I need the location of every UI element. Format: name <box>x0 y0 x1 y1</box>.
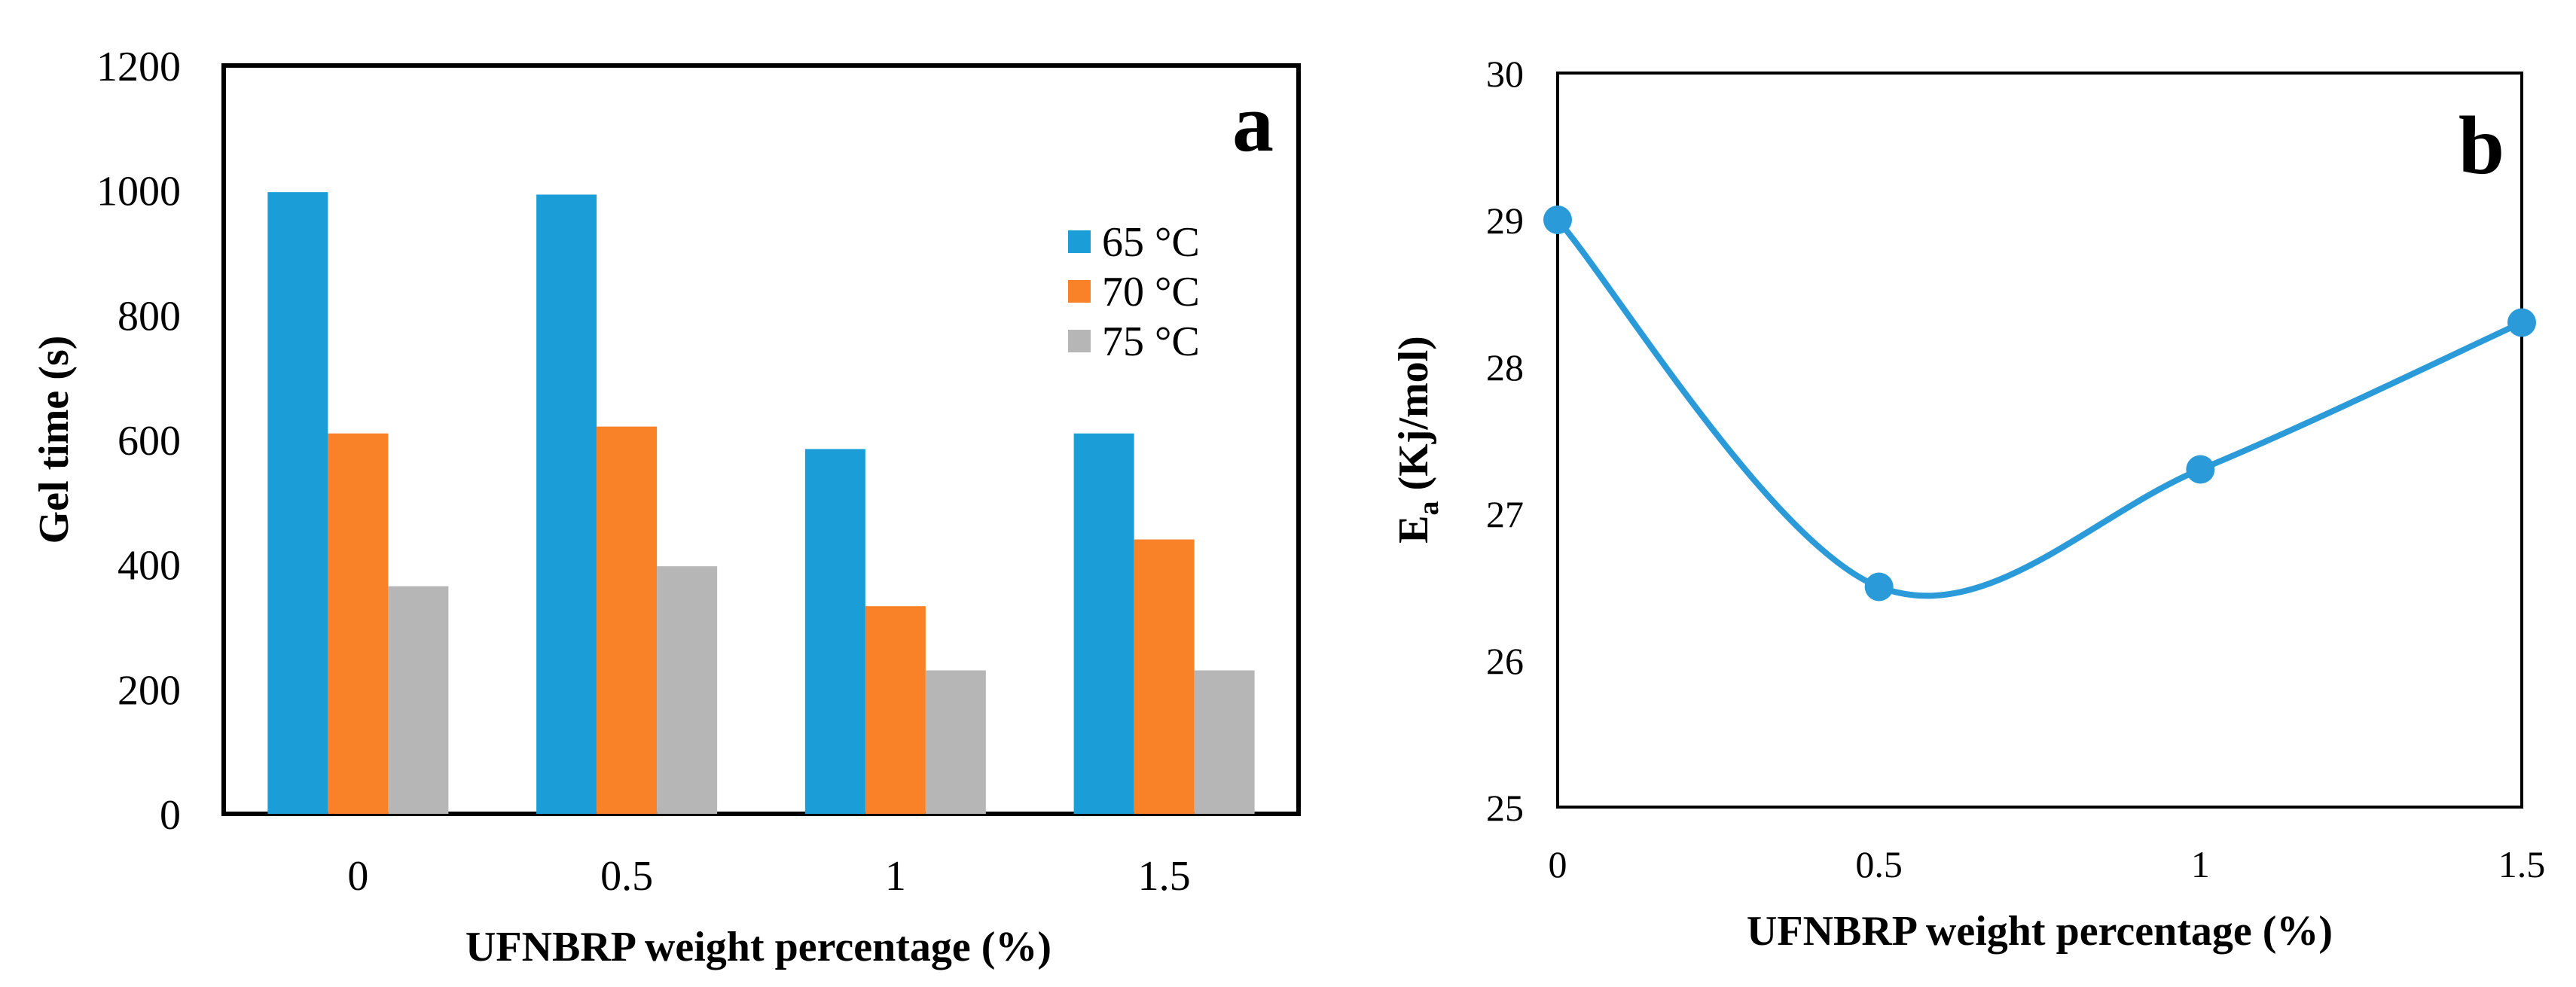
panel-a-bar <box>804 449 865 814</box>
panel-a-bars <box>267 192 1255 815</box>
panel-a-bar <box>1134 539 1195 814</box>
panel-a-y-tick-label: 1200 <box>96 44 181 90</box>
panel-b-series-line <box>1555 217 2525 599</box>
panel-a-gel-time-bar-chart: 0 200 400 600 800 1000 1200 0 0.5 1 1.5 65 °C70 °… <box>31 44 1301 970</box>
panel-a-x-tick-label: 0 <box>347 853 368 900</box>
panel-b-data-point <box>1543 206 1572 234</box>
panel-a-bar <box>267 192 328 814</box>
panel-b-data-point <box>1864 572 1894 602</box>
panel-b-y-tick-labels: 25 26 27 28 29 30 <box>1486 53 1524 829</box>
panel-b-label: b <box>2458 99 2504 191</box>
panel-a-plot-frame <box>221 63 1301 816</box>
panel-b-y-axis-title-unit: (Kj/mol) <box>1390 336 1437 501</box>
panel-b-x-tick-label: 0 <box>1549 843 1567 885</box>
panel-a-y-tick-label: 200 <box>118 667 181 714</box>
panel-a-bar <box>1073 433 1134 814</box>
panel-a-y-tick-label: 400 <box>118 543 181 589</box>
panel-a-y-tick-label: 800 <box>118 293 181 340</box>
panel-a-y-tick-label: 600 <box>118 418 181 465</box>
panel-b-x-axis-title: UFNBRP weight percentage (%) <box>1747 908 2333 955</box>
panel-a-y-tick-labels: 0 200 400 600 800 1000 1200 <box>96 44 181 839</box>
panel-a-x-tick-label: 0.5 <box>600 853 653 900</box>
panel-a-x-tick-label: 1.5 <box>1138 853 1191 900</box>
panel-a-y-tick-label: 0 <box>160 792 181 839</box>
panel-b-y-tick-label: 26 <box>1486 640 1524 682</box>
panel-b-y-axis-title: Ea (Kj/mol) <box>1390 336 1445 544</box>
panel-b-y-tick-label: 30 <box>1486 53 1524 95</box>
panel-b-y-tick-label: 28 <box>1486 346 1524 388</box>
panel-b-x-tick-label: 1.5 <box>2498 843 2546 885</box>
panel-a-x-axis-title: UFNBRP weight percentage (%) <box>465 924 1051 970</box>
panel-b-y-tick-label: 29 <box>1486 200 1524 242</box>
panel-b-y-tick-label: 27 <box>1486 493 1524 535</box>
panel-b-y-axis-title-main: E <box>1390 515 1437 543</box>
panel-b-data-point <box>2186 455 2215 484</box>
panel-a-bar <box>925 670 986 814</box>
panel-a-bar <box>328 433 389 814</box>
panel-a-legend-label: 65 °C <box>1102 219 1200 266</box>
panel-a-x-tick-label: 1 <box>885 853 906 900</box>
panel-a-bar <box>388 586 449 814</box>
panel-a-x-tick-labels: 0 0.5 1 1.5 <box>347 853 1190 900</box>
panel-b-x-tick-labels: 0 0.5 1 1.5 <box>1549 843 2546 885</box>
panel-a-legend-label: 75 °C <box>1102 318 1200 365</box>
panel-a-legend-label: 70 °C <box>1102 269 1200 315</box>
panel-a-bar <box>865 606 926 814</box>
panel-a-bar <box>1194 670 1255 814</box>
panel-a-legend-swatch <box>1068 230 1091 253</box>
panel-a-bar <box>536 194 597 815</box>
panel-a-legend: 65 °C70 °C75 °C <box>1068 219 1200 365</box>
panel-a-legend-swatch <box>1068 280 1091 303</box>
panel-b-data-points <box>1543 206 2536 602</box>
panel-b-plot-frame <box>1556 72 2523 809</box>
panel-a-legend-swatch <box>1068 330 1091 352</box>
panel-b-data-point <box>2507 308 2536 337</box>
panel-a-bar <box>657 566 718 814</box>
panel-a-label: a <box>1232 77 1274 169</box>
panel-b-activation-energy-line-chart: 25 26 27 28 29 30 0 0.5 1 1.5 b Ea (Kj/mol) UFNB… <box>1390 53 2545 955</box>
panel-b-y-tick-label: 25 <box>1486 787 1524 829</box>
panel-b-y-axis-title-subscript: a <box>1413 501 1445 515</box>
panel-a-bar <box>597 426 658 814</box>
panel-a-y-axis-title: Gel time (s) <box>31 336 78 544</box>
panel-b-x-tick-label: 1 <box>2191 843 2210 885</box>
panel-a-y-tick-label: 1000 <box>96 169 181 215</box>
panel-b-x-tick-label: 0.5 <box>1855 843 1903 885</box>
